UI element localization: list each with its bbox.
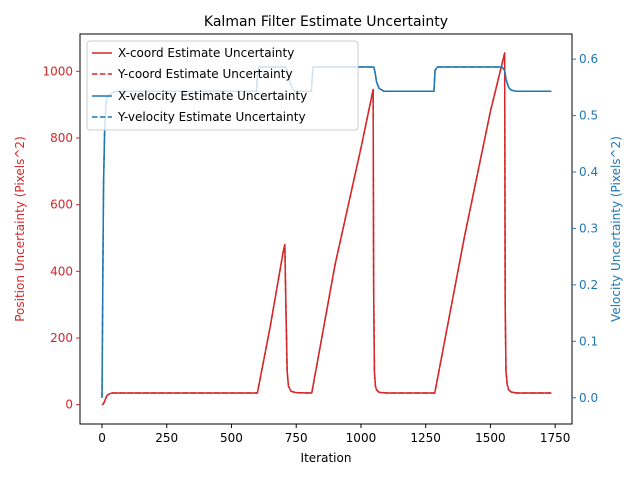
y-axis-left-label: Position Uncertainty (Pixels^2) (13, 136, 27, 322)
y-left-tick-label: 0 (65, 398, 73, 412)
x-tick-label: 750 (285, 431, 308, 445)
legend-label-x-velocity: X-velocity Estimate Uncertainty (118, 89, 307, 103)
x-tick-label: 0 (98, 431, 106, 445)
y-axis-right: 0.0 0.1 0.2 0.3 0.4 0.5 0.6 (572, 52, 598, 405)
y-left-tick-label: 1000 (42, 64, 73, 78)
x-tick-label: 1500 (475, 431, 506, 445)
y-left-tick-label: 400 (50, 264, 73, 278)
plot-frame (79, 33, 573, 425)
y-axis-left: 0 200 400 600 800 1000 (42, 64, 80, 412)
legend-label-y-velocity: Y-velocity Estimate Uncertainty (117, 110, 306, 124)
y-right-tick-label: 0.6 (579, 52, 598, 66)
y-right-tick-label: 0.5 (579, 109, 598, 123)
x-tick-label: 250 (155, 431, 178, 445)
x-axis: 0 250 500 750 1000 1250 1500 1750 (98, 424, 570, 445)
legend-box (86, 40, 359, 131)
y-left-tick-label: 600 (50, 198, 73, 212)
x-tick-label: 1250 (410, 431, 441, 445)
chart-title: Kalman Filter Estimate Uncertainty (204, 14, 448, 30)
y-left-tick-label: 800 (50, 131, 73, 145)
x-tick-label: 500 (220, 431, 243, 445)
legend-label-y-coord: Y-coord Estimate Uncertainty (117, 67, 293, 81)
series-line-y-coord-estimate-uncertainty (101, 52, 552, 406)
y-right-tick-label: 0.0 (579, 391, 598, 405)
y-right-tick-label: 0.1 (579, 334, 598, 348)
legend: X-coord Estimate Uncertainty Y-coord Est… (86, 40, 359, 131)
y-right-tick-label: 0.4 (579, 165, 598, 179)
x-axis-label: Iteration (301, 451, 352, 465)
x-tick-label: 1000 (346, 431, 377, 445)
y-axis-right-label: Velocity Uncertainty (Pixels^2) (609, 136, 623, 322)
y-right-tick-label: 0.3 (579, 221, 598, 235)
y-left-tick-label: 200 (50, 331, 73, 345)
x-tick-label: 1750 (540, 431, 571, 445)
y-right-tick-label: 0.2 (579, 278, 598, 292)
legend-label-x-coord: X-coord Estimate Uncertainty (118, 46, 294, 60)
